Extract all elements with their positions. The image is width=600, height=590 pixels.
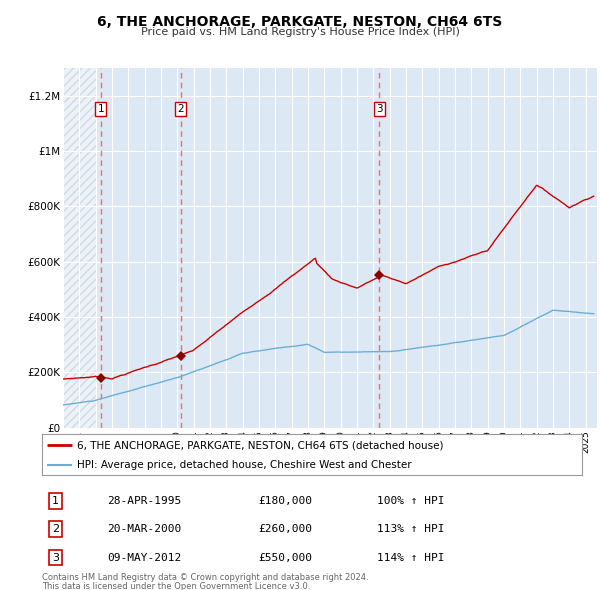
Text: 09-MAY-2012: 09-MAY-2012 xyxy=(107,553,181,562)
Text: 1: 1 xyxy=(52,496,59,506)
Text: £180,000: £180,000 xyxy=(258,496,312,506)
Text: 2: 2 xyxy=(52,525,59,534)
Text: 3: 3 xyxy=(52,553,59,562)
Text: 113% ↑ HPI: 113% ↑ HPI xyxy=(377,525,444,534)
Text: Price paid vs. HM Land Registry's House Price Index (HPI): Price paid vs. HM Land Registry's House … xyxy=(140,27,460,37)
Text: 6, THE ANCHORAGE, PARKGATE, NESTON, CH64 6TS: 6, THE ANCHORAGE, PARKGATE, NESTON, CH64… xyxy=(97,15,503,29)
Text: 20-MAR-2000: 20-MAR-2000 xyxy=(107,525,181,534)
Text: 114% ↑ HPI: 114% ↑ HPI xyxy=(377,553,444,562)
Text: £260,000: £260,000 xyxy=(258,525,312,534)
Text: HPI: Average price, detached house, Cheshire West and Chester: HPI: Average price, detached house, Ches… xyxy=(77,460,412,470)
Text: 1: 1 xyxy=(98,104,104,114)
Text: Contains HM Land Registry data © Crown copyright and database right 2024.: Contains HM Land Registry data © Crown c… xyxy=(42,573,368,582)
Text: 100% ↑ HPI: 100% ↑ HPI xyxy=(377,496,444,506)
Text: This data is licensed under the Open Government Licence v3.0.: This data is licensed under the Open Gov… xyxy=(42,582,310,590)
Text: 3: 3 xyxy=(376,104,382,114)
Text: 2: 2 xyxy=(178,104,184,114)
Text: 6, THE ANCHORAGE, PARKGATE, NESTON, CH64 6TS (detached house): 6, THE ANCHORAGE, PARKGATE, NESTON, CH64… xyxy=(77,440,443,450)
Text: £550,000: £550,000 xyxy=(258,553,312,562)
Text: 28-APR-1995: 28-APR-1995 xyxy=(107,496,181,506)
